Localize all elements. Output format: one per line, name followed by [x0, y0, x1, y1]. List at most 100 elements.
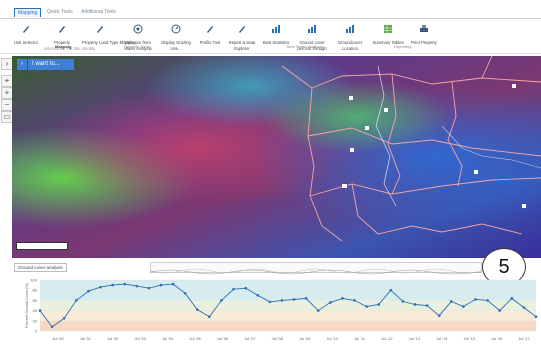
- data-point: [498, 309, 502, 312]
- group-label-mapping: Mapping: [55, 44, 72, 49]
- data-point: [450, 300, 453, 303]
- x-tick-label: Jul '04: [162, 336, 174, 341]
- x-tick-label: Jul '16: [491, 336, 503, 341]
- x-tick-label: Jul '12: [381, 336, 393, 341]
- x-tick-label: Jul '09: [299, 336, 311, 341]
- best-statistics-button[interactable]: Best Statistics: [258, 21, 294, 45]
- dataset-select[interactable]: Ground cover analysis: [14, 263, 67, 272]
- x-tick-label: Jul '06: [217, 336, 229, 341]
- data-point: [486, 299, 489, 302]
- bar-chart-icon: [272, 25, 280, 33]
- bar-chart-icon: [308, 25, 316, 33]
- y-tick-label: 100: [30, 278, 37, 283]
- data-point: [522, 306, 526, 309]
- y-tick-label: 40: [33, 308, 38, 313]
- series-line: [39, 283, 537, 328]
- data-point: [99, 285, 102, 289]
- x-tick-label: Jul '13: [409, 336, 421, 341]
- land-type-mapping-button[interactable]: Property Land Type Mapping: [82, 21, 136, 45]
- y-tick-label: 20: [33, 318, 38, 323]
- data-point: [341, 297, 344, 300]
- x-tick-label: Jul '08: [272, 336, 284, 341]
- profile-tool-button[interactable]: Profile Tool: [192, 21, 228, 45]
- data-point: [280, 299, 284, 302]
- x-tick-label: Jul '01: [80, 336, 92, 341]
- y-axis-label: Percent Ground Cover (%): [25, 282, 29, 328]
- property-button[interactable]: Property selection at the Site Identity: [44, 21, 95, 51]
- pencil-icon: [59, 26, 65, 33]
- target-icon: [133, 24, 143, 34]
- pencil-icon: [97, 26, 103, 33]
- data-point: [510, 297, 514, 300]
- gauge-icon: [171, 24, 181, 34]
- data-point: [38, 309, 42, 312]
- data-point: [353, 299, 356, 302]
- tab-additional-tools[interactable]: Additional Tools: [81, 9, 116, 15]
- data-point: [208, 315, 211, 319]
- data-point: [183, 291, 187, 295]
- data-point: [401, 300, 405, 303]
- pencil-icon: [207, 26, 213, 33]
- distance-from-water-button[interactable]: Distance from Water Analysis: [120, 21, 156, 51]
- time-slider-strip[interactable]: [150, 262, 482, 275]
- print-property-button[interactable]: Print Property: [406, 21, 442, 45]
- report-data-explorer-button[interactable]: Report & Data Explorer: [224, 21, 260, 51]
- x-tick-label: Jul '10: [326, 336, 338, 341]
- unit-selector-button[interactable]: Unit Selector: [8, 21, 44, 45]
- data-point: [268, 300, 272, 304]
- bar-chart-icon: [346, 25, 354, 33]
- data-point: [87, 289, 90, 293]
- group-label-reporting: Reporting: [394, 44, 412, 49]
- timeline-overview: [150, 268, 482, 275]
- zoom-in-button[interactable]: +: [1, 87, 13, 99]
- satellite-map[interactable]: [12, 56, 541, 258]
- data-point: [220, 299, 223, 302]
- data-point: [329, 301, 332, 304]
- tool-ribbon: Unit Selector Property selection at the …: [0, 19, 541, 54]
- summary-tables-button[interactable]: Summary Tables: [370, 21, 406, 45]
- x-tick-label: Jul '14: [436, 336, 448, 341]
- map-tool-column: › ⌖ + − ▭: [0, 56, 13, 258]
- i-want-to-dropdown[interactable]: I want to...: [28, 59, 74, 70]
- x-tick-label: Jul '05: [189, 336, 201, 341]
- data-point: [195, 308, 199, 311]
- data-point: [462, 305, 465, 308]
- data-point: [171, 282, 175, 286]
- expand-panel-button[interactable]: ›: [17, 59, 27, 70]
- data-point: [413, 303, 417, 306]
- data-point: [365, 305, 368, 308]
- data-point: [50, 325, 54, 329]
- table-icon: [384, 25, 392, 33]
- data-point: [304, 297, 308, 300]
- ribbon-tab-bar: Mapping Quick Tools Additional Tools: [0, 0, 541, 19]
- chart-band: [40, 300, 536, 311]
- ground-cover-button[interactable]: Ground cover percent through: [294, 21, 330, 51]
- pencil-icon: [239, 26, 245, 33]
- tab-quick-tools[interactable]: Quick Tools: [47, 9, 73, 15]
- x-tick-label: Jul '07: [244, 336, 256, 341]
- data-point: [316, 309, 320, 312]
- data-point: [292, 298, 296, 301]
- y-tick-label: 60: [33, 298, 38, 303]
- chart-band: [40, 310, 536, 321]
- tab-mapping[interactable]: Mapping: [14, 8, 42, 17]
- data-point: [135, 284, 139, 288]
- map-scale-bar: [16, 242, 68, 250]
- expand-panel-button[interactable]: ›: [1, 58, 13, 70]
- data-point: [534, 315, 538, 319]
- x-tick-label: Jul '03: [135, 336, 147, 341]
- chart-band: [40, 320, 536, 331]
- data-point: [377, 303, 381, 306]
- y-tick-label: 80: [33, 288, 38, 293]
- y-tick-label: 0: [35, 329, 38, 334]
- groundcover-location-button[interactable]: Groundcover Location: [332, 21, 368, 51]
- printer-icon: [420, 25, 428, 32]
- x-tick-label: Jul '17: [518, 336, 530, 341]
- data-point: [474, 298, 477, 301]
- data-point: [437, 314, 441, 317]
- display-grazing-button[interactable]: Display Grazing Use...: [158, 21, 194, 51]
- data-point: [62, 316, 66, 320]
- data-point: [123, 282, 126, 286]
- data-point: [244, 286, 247, 290]
- data-point: [74, 299, 78, 302]
